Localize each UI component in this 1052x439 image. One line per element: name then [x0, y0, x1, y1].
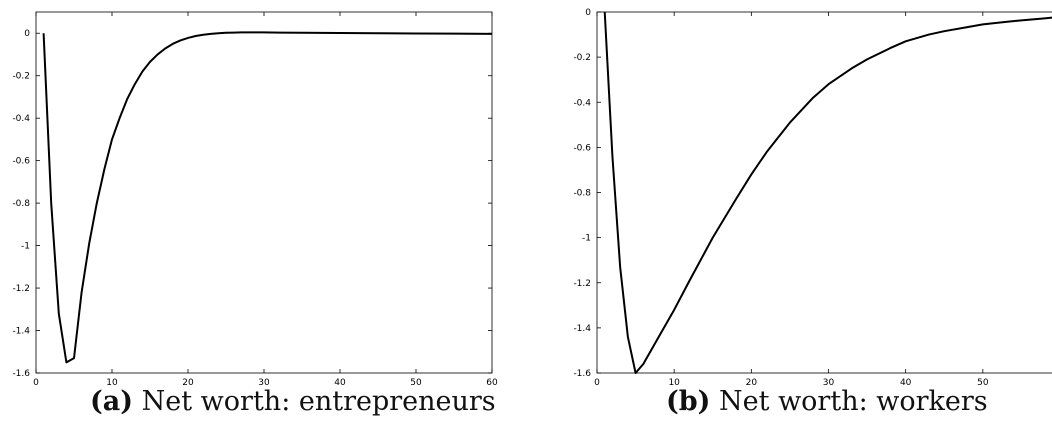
y-tick-label: -1.4 — [573, 324, 591, 334]
panel-a: 0 10 20 30 40 50 60 -1.6 -1.4 -1.2 -1 -0.8 -0.6 -0.4 -… — [12, 11, 498, 388]
caption-b-tag: (b) — [666, 386, 711, 417]
x-tick-label: 0 — [33, 378, 39, 388]
panel-b: 010203040506-1.6-1.4-1.2-1-0.8-0.6-0.4-0… — [573, 8, 1052, 388]
x-tick-label: 30 — [258, 378, 270, 388]
x-tick-label: 0 — [594, 378, 600, 388]
x-tick-label: 10 — [106, 378, 118, 388]
y-tick-label: -0.8 — [573, 189, 591, 199]
y-tick-label: 0 — [585, 8, 591, 18]
x-tick-label: 50 — [977, 378, 989, 388]
y-tick-label: -1.6 — [573, 369, 591, 379]
y-tick-label: -1.4 — [12, 327, 30, 337]
x-tick-label: 60 — [486, 378, 498, 388]
y-tick-label: -1.2 — [573, 279, 591, 289]
y-tick-label: -0.8 — [12, 199, 30, 209]
series-line-0 — [42, 31, 492, 364]
y-tick-label: -0.4 — [12, 114, 30, 124]
x-tick-label: 30 — [823, 378, 835, 388]
caption-b-text: Net worth: workers — [719, 386, 988, 417]
caption-a: (a) Net worth: entrepreneurs — [90, 386, 496, 417]
x-tick-label: 10 — [668, 378, 680, 388]
y-tick-label: 0 — [24, 29, 30, 39]
y-tick-label: -0.6 — [573, 143, 591, 153]
x-tick-label: 20 — [746, 378, 758, 388]
x-tick-label: 50 — [410, 378, 422, 388]
caption-b: (b) Net worth: workers — [666, 386, 988, 417]
caption-a-text: Net worth: entrepreneurs — [141, 386, 496, 417]
y-tick-label: -1.2 — [12, 284, 30, 294]
caption-a-tag: (a) — [90, 386, 134, 417]
y-tick-label: -0.6 — [12, 157, 30, 167]
plot-frame — [35, 11, 493, 374]
y-tick-label: -1.6 — [12, 369, 30, 379]
x-tick-label: 20 — [182, 378, 194, 388]
y-tick-label: -0.2 — [573, 53, 591, 63]
y-tick-label: -0.2 — [12, 72, 30, 82]
plot-frame — [596, 11, 1052, 374]
y-tick-label: -1 — [582, 234, 591, 244]
x-tick-label: 40 — [334, 378, 346, 388]
y-tick-label: -1 — [21, 242, 30, 252]
y-tick-label: -0.4 — [573, 98, 591, 108]
x-tick-label: 40 — [900, 378, 912, 388]
series-line-0 — [603, 11, 1052, 374]
